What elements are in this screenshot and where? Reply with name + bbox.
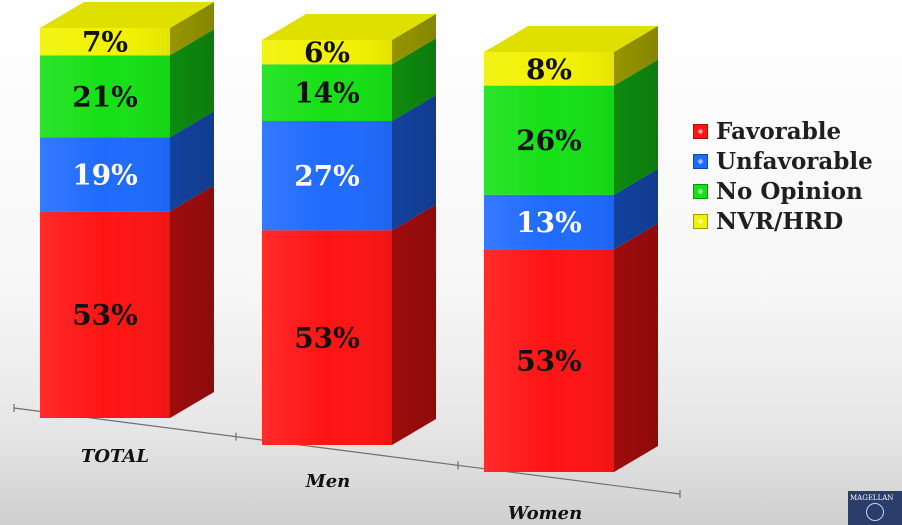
legend-label: Favorable — [716, 117, 842, 145]
data-labels: 53% 19% 21% 7% 53% 27% 14% 6% 53% 13% 26% 8% — [72, 26, 582, 378]
seal-icon — [866, 503, 884, 521]
data-label: 21% — [72, 80, 138, 113]
bar-segment-nvr-hrd-total — [40, 2, 214, 56]
bar-segment-unfavorable-women — [484, 168, 658, 250]
legend-label: Unfavorable — [716, 147, 873, 175]
data-label: 53% — [516, 345, 582, 378]
x-tick-label: TOTAL — [81, 446, 149, 467]
bar-segment-nvr-hrd-women — [484, 26, 658, 86]
legend-label: No Opinion — [716, 177, 863, 205]
data-label: 53% — [72, 299, 138, 332]
legend-item: Unfavorable — [693, 146, 873, 176]
data-label: 19% — [72, 158, 138, 191]
bar-segment-favorable-women — [484, 223, 658, 472]
category-labels: TOTAL Men Women — [81, 446, 582, 524]
legend-item: No Opinion — [693, 176, 873, 206]
legend-item: Favorable — [693, 116, 873, 146]
data-label: 14% — [294, 77, 360, 110]
legend-swatch — [693, 183, 708, 199]
data-label: 53% — [294, 322, 360, 355]
data-label: 13% — [516, 206, 582, 239]
data-label: 6% — [304, 36, 350, 69]
legend: Favorable Unfavorable No Opinion NVR/HRD — [693, 116, 873, 236]
x-axis — [13, 404, 681, 498]
legend-item: NVR/HRD — [693, 206, 873, 236]
magellan-logo: MAGELLAN — [848, 491, 902, 525]
legend-swatch — [693, 123, 708, 139]
data-label: 26% — [516, 124, 582, 157]
bar-segment-no-opinion-men — [262, 38, 436, 121]
bar-segment-no-opinion-women — [484, 59, 658, 195]
bar-segment-unfavorable-men — [262, 95, 436, 231]
legend-swatch — [693, 213, 708, 229]
x-axis-line — [13, 407, 681, 495]
bar-segment-favorable-men — [262, 204, 436, 445]
x-tick-label: Men — [305, 471, 350, 492]
x-tick-label: Women — [508, 503, 582, 524]
bar-segment-no-opinion-total — [40, 29, 214, 138]
legend-label: NVR/HRD — [716, 207, 844, 235]
logo-text: MAGELLAN — [850, 494, 894, 502]
data-label: 8% — [526, 53, 572, 86]
bar-segment-nvr-hrd-men — [262, 14, 436, 65]
bar-segment-unfavorable-total — [40, 111, 214, 212]
data-label: 27% — [294, 160, 360, 193]
bars — [40, 2, 658, 472]
bar-segment-favorable-total — [40, 185, 214, 418]
data-label: 7% — [82, 26, 128, 59]
legend-swatch — [693, 153, 708, 169]
